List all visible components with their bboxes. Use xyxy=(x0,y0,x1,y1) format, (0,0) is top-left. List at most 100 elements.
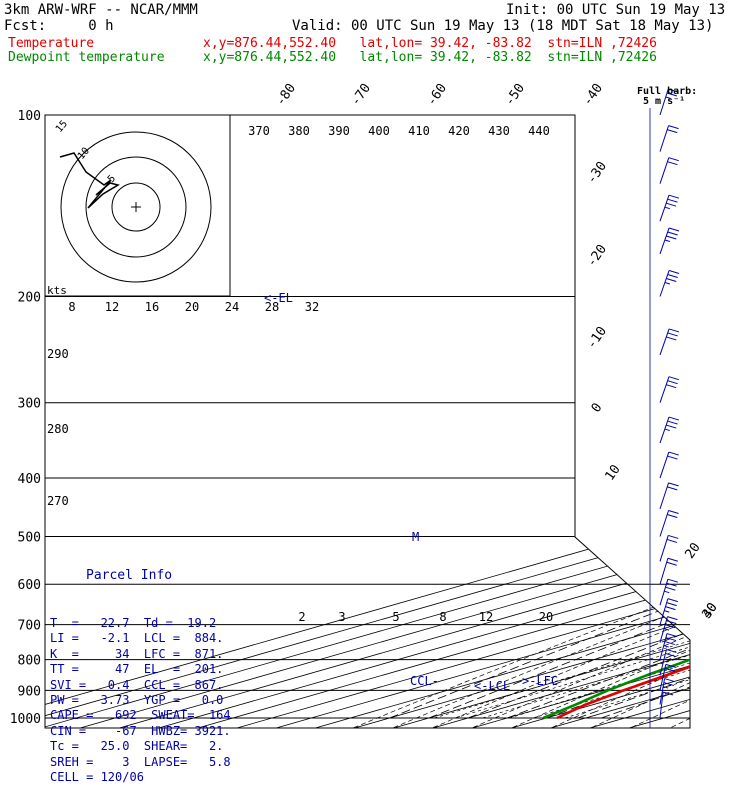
wind-barb-staff xyxy=(659,227,670,255)
wind-barb-flag xyxy=(667,380,678,385)
wind-barb-flag xyxy=(662,691,674,696)
mixing-ratio-line xyxy=(455,583,690,719)
dry-adiabat-line xyxy=(544,115,690,728)
wind-legend-title: Full barb: xyxy=(637,86,697,97)
isotherm-label: -50 xyxy=(502,81,528,109)
hodograph-trace xyxy=(59,152,120,209)
dewpoint-profile-line xyxy=(542,115,690,720)
wind-barb-flag xyxy=(668,328,680,333)
wind-barb-flag xyxy=(666,235,677,240)
moist-adiabat-line xyxy=(467,296,690,719)
wind-barb-flag xyxy=(667,486,678,491)
wind-barb-flag xyxy=(667,557,679,562)
speed-tick-label: 20 xyxy=(185,300,199,314)
wind-barb-staff xyxy=(659,579,669,606)
parcel-info-row: CAPE = 692 SWEAT= 164 xyxy=(50,708,231,723)
isotherm-line xyxy=(45,115,690,728)
isotherm-line xyxy=(423,115,690,728)
isotherm-line xyxy=(187,115,690,728)
speed-tick-label: 16 xyxy=(145,300,159,314)
theta-label: 400 xyxy=(368,124,390,138)
wind-barb xyxy=(659,157,679,184)
wind-barb-flag xyxy=(667,129,678,134)
pressure-label: 200 xyxy=(18,291,41,306)
isotherm-line xyxy=(383,115,690,728)
isotherm-line xyxy=(540,115,690,728)
isotherm-label: -40 xyxy=(580,81,606,109)
parcel-info-title: Parcel Info xyxy=(86,567,173,583)
hodograph-ring xyxy=(85,156,187,258)
wind-barb-flag xyxy=(666,384,677,389)
theta-label: 440 xyxy=(528,124,550,138)
wind-barb-staff xyxy=(659,376,670,403)
wind-barb-flag xyxy=(667,514,678,518)
wind-barb-half-flag xyxy=(663,628,670,631)
temperature-legend-info: x,y=876.44,552.40 lat,lon= 39.42, -83.82… xyxy=(203,36,657,51)
parcel-info-row: LI = -2.1 LCL = 884. xyxy=(50,631,224,646)
wind-barb-flag xyxy=(666,648,677,653)
isotherm-label: -80 xyxy=(273,81,299,109)
isotherm-label: -20 xyxy=(584,242,610,270)
pressure-label: 800 xyxy=(18,654,41,669)
wind-barb-staff xyxy=(659,510,670,537)
dry-adiabat-label: 290 xyxy=(47,347,69,361)
mixing-ratio-label: 12 xyxy=(479,610,493,624)
mixing-ratio-line xyxy=(482,583,690,719)
dry-adiabat-line xyxy=(505,115,690,728)
wind-barb-half-flag xyxy=(664,590,670,594)
wind-barb-flag xyxy=(666,582,677,587)
wind-barb-flag xyxy=(666,336,677,341)
wind-barb xyxy=(659,227,680,255)
isotherm-label: 20 xyxy=(682,540,703,561)
pressure-label: 100 xyxy=(18,109,41,124)
isotherm-label: -30 xyxy=(584,159,610,187)
wind-barb-staff xyxy=(659,482,670,510)
isotherm-line xyxy=(148,115,690,728)
wind-barb-flag xyxy=(668,270,680,275)
wind-barb-flag xyxy=(665,663,676,668)
parcel-info-row: SREH = 3 LAPSE= 5.8 xyxy=(50,754,231,769)
theta-label: 420 xyxy=(448,124,470,138)
lfc-marker: >-LFC xyxy=(522,674,558,688)
wind-barb-staff xyxy=(659,88,669,116)
speed-tick-label: 32 xyxy=(305,300,319,314)
wind-barb-flag xyxy=(667,332,678,337)
isotherm-label: 30 xyxy=(699,600,720,621)
wind-barb xyxy=(659,598,679,625)
parcel-info-row: CELL = 120/06 xyxy=(50,770,144,785)
wind-barb xyxy=(659,691,674,719)
isotherm-line xyxy=(619,115,690,728)
wind-barb xyxy=(659,616,678,643)
isotherm-label: 10 xyxy=(602,462,623,483)
moist-adiabat-line xyxy=(428,296,690,719)
moist-adiabat-line xyxy=(389,296,690,719)
theta-label: 410 xyxy=(408,124,430,138)
dry-adiabat-label: 280 xyxy=(47,422,69,436)
wind-barb-half-flag xyxy=(664,206,670,210)
wind-barb-half-flag xyxy=(664,610,670,613)
model-title: 3km ARW-WRF -- NCAR/MMM xyxy=(4,2,198,18)
dry-adiabat-line xyxy=(704,115,740,731)
forecast-hour: Fcst: 0 h xyxy=(4,18,114,34)
wind-barb-flag xyxy=(667,578,679,583)
wind-barb xyxy=(659,534,679,562)
lcl-marker: <-LCL xyxy=(474,679,510,693)
wind-barb-half-flag xyxy=(664,428,670,432)
parcel-info-row: K = 34 LFC = 871. xyxy=(50,646,224,661)
wind-barb xyxy=(659,663,676,691)
isotherm-line xyxy=(501,115,690,728)
theta-label: 370 xyxy=(248,124,270,138)
isotherm-line xyxy=(45,115,690,728)
isotherm-label: -10 xyxy=(584,324,610,352)
parcel-info-row: TT = 47 EL = 201. xyxy=(50,662,224,677)
wind-barb-half-flag xyxy=(663,686,669,689)
theta-label: 430 xyxy=(488,124,510,138)
wind-barb-flag xyxy=(667,231,678,236)
dewpoint-legend-label: Dewpoint temperature xyxy=(8,50,165,65)
wind-barb-flag xyxy=(666,620,677,625)
hodograph-unit-label: kts xyxy=(47,284,67,297)
pressure-label: 900 xyxy=(18,684,41,699)
wind-barb-flag xyxy=(665,637,677,642)
pressure-label: 300 xyxy=(18,397,41,412)
